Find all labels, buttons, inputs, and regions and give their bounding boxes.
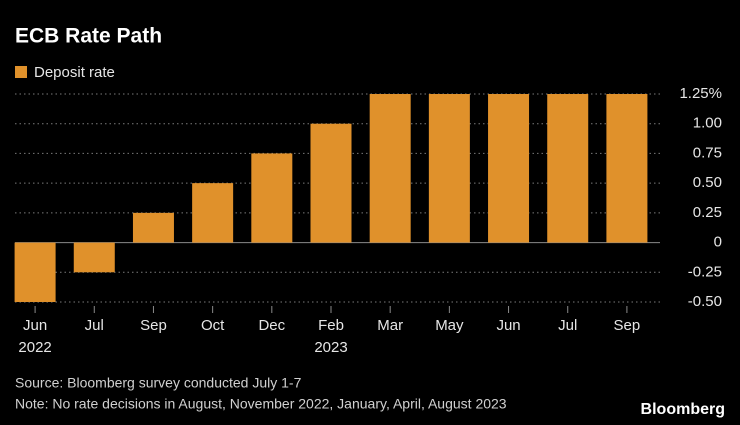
y-tick-label: 1.25% <box>679 85 722 102</box>
bar <box>369 94 411 243</box>
y-tick-label: 0 <box>714 234 722 251</box>
bar <box>310 123 352 243</box>
x-tick-label: Sep <box>614 317 641 334</box>
source: Source: Bloomberg survey conducted July … <box>15 375 302 391</box>
y-tick-label: 1.00 <box>693 115 722 132</box>
bar <box>132 212 174 243</box>
bar <box>73 242 115 273</box>
brand: Bloomberg <box>641 401 725 418</box>
note: Note: No rate decisions in August, Novem… <box>15 396 507 412</box>
bar <box>251 153 293 243</box>
y-tick-label: 0.25 <box>693 204 722 221</box>
y-tick-label: 0.50 <box>693 174 722 191</box>
chart-title: ECB Rate Path <box>15 25 162 48</box>
bar <box>192 183 234 243</box>
y-tick-label: -0.50 <box>688 293 722 310</box>
legend-swatch <box>15 66 27 78</box>
x-tick-label: May <box>435 317 464 334</box>
x-tick-label: Oct <box>201 317 225 334</box>
bar <box>428 94 470 243</box>
x-tick-label: Jun <box>496 317 520 334</box>
x-tick-label: Jul <box>85 317 104 334</box>
bar <box>488 94 530 243</box>
x-tick-label: Feb 2023 <box>314 317 347 356</box>
x-tick-label: Jun 2022 <box>18 317 51 356</box>
x-tick-label: Dec <box>258 317 285 334</box>
bar <box>606 94 648 243</box>
legend-label: Deposit rate <box>34 64 115 81</box>
x-tick-label: Jul <box>558 317 577 334</box>
x-tick-label: Mar <box>377 317 403 334</box>
y-tick-label: 0.75 <box>693 144 722 161</box>
y-tick-label: -0.25 <box>688 263 722 280</box>
bar <box>547 94 589 243</box>
bar <box>14 242 56 302</box>
x-tick-label: Sep <box>140 317 167 334</box>
